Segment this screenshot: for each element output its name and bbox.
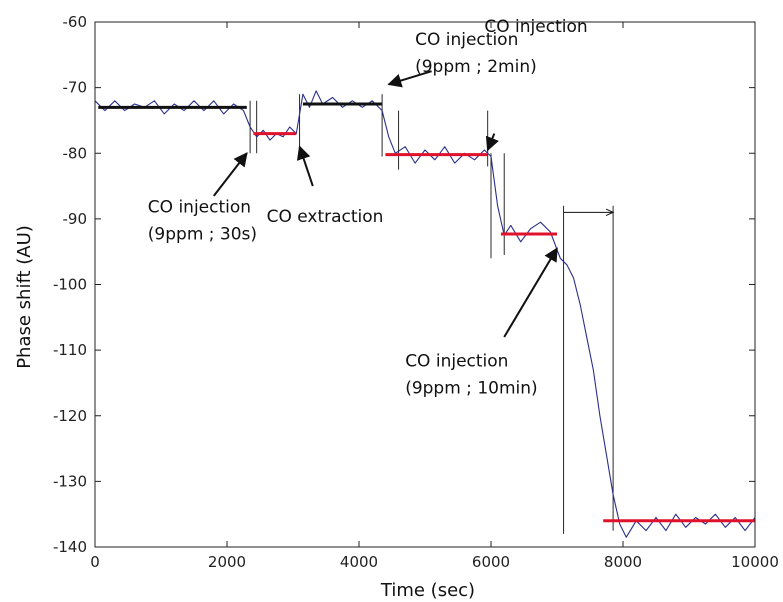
- plot-area: [94, 90, 756, 538]
- annotation-arrow: [213, 152, 248, 197]
- annotation-arrow: [503, 247, 558, 338]
- annotation-text: CO injection: [405, 352, 508, 372]
- y-tick-label: -80: [63, 144, 88, 162]
- y-tick-label: -90: [63, 210, 88, 228]
- annotation-text: (9ppm ; 2min): [415, 57, 537, 77]
- y-tick-label: -120: [53, 407, 87, 425]
- annotation-text: (9ppm ; 30s): [148, 224, 257, 244]
- annotation-arrow: [387, 70, 432, 88]
- x-tick-label: 4000: [340, 553, 378, 571]
- x-axis-title: Time (sec): [380, 580, 475, 601]
- x-tick-label: 6000: [472, 553, 510, 571]
- axes: 0 2000 4000 6000 8000 10000 -60 -70 -80 -90 -100 -1…: [53, 13, 779, 571]
- x-tick-label: 2000: [208, 553, 246, 571]
- annotation-text: CO injection: [415, 30, 518, 50]
- x-tick-label: 10000: [731, 553, 779, 571]
- y-tick-label: -100: [53, 276, 87, 294]
- annotation-arrow: [485, 133, 499, 152]
- annotation-text: CO injection: [148, 197, 251, 217]
- y-axis-title: Phase shift (AU): [14, 225, 35, 369]
- annotation-text: CO injection: [484, 17, 587, 37]
- y-tick-label: -130: [53, 472, 87, 490]
- annotation-text: CO extraction: [267, 207, 384, 227]
- annotations: CO injection (9ppm ; 30s) CO extraction CO …: [148, 17, 613, 399]
- phase-shift-series-line: [94, 90, 756, 538]
- x-tick-label: 0: [90, 553, 100, 571]
- y-tick-label: -70: [63, 79, 88, 97]
- y-tick-label: -60: [63, 13, 88, 31]
- x-tick-label: 8000: [604, 553, 642, 571]
- y-tick-label: -140: [53, 538, 87, 556]
- annotation-arrow: [296, 145, 314, 187]
- y-tick-label: -110: [53, 341, 87, 359]
- annotation-text: (9ppm ; 10min): [405, 379, 537, 399]
